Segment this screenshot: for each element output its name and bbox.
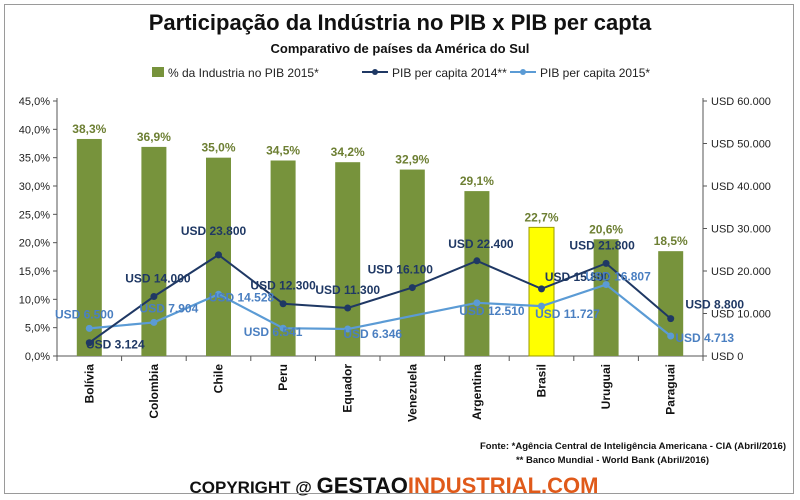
pib-2015-label: USD 6.541 bbox=[244, 325, 303, 339]
x-category-label: Equador bbox=[341, 364, 355, 413]
pib-2014-point bbox=[667, 315, 675, 323]
pib-2015-label: USD 11.727 bbox=[535, 307, 600, 321]
pib-2015-point bbox=[215, 290, 222, 298]
pib-2014-point bbox=[408, 284, 416, 292]
source-line-1: Fonte: *Agência Central de Inteligência … bbox=[480, 441, 786, 452]
bar-industry-label: 34,2% bbox=[331, 145, 365, 159]
pib-2014-point bbox=[279, 300, 287, 308]
y-right-tick-label: USD 10.000 bbox=[711, 309, 771, 321]
bar-industry-label: 34,5% bbox=[266, 144, 300, 158]
y-left-tick-label: 45,0% bbox=[19, 96, 50, 108]
chart-title: Participação da Indústria no PIB x PIB p… bbox=[149, 10, 652, 35]
copyright-brand-accent: INDUSTRIAL.COM bbox=[408, 473, 599, 498]
x-category-label: Argentina bbox=[470, 364, 484, 420]
y-left-tick-label: 0,0% bbox=[25, 351, 50, 363]
pib-2014-point bbox=[602, 259, 610, 267]
y-left-tick-label: 5,0% bbox=[25, 323, 50, 335]
pib-2014-point bbox=[538, 285, 545, 293]
y-left-tick-label: 20,0% bbox=[19, 238, 50, 250]
pib-2015-point bbox=[85, 324, 93, 332]
pib-2014-label: USD 16.100 bbox=[368, 263, 434, 277]
y-right-tick-label: USD 50.000 bbox=[711, 139, 771, 151]
pib-2015-point bbox=[344, 325, 352, 333]
bar-industry bbox=[76, 138, 102, 356]
pib-2015-point bbox=[538, 302, 545, 310]
pib-2015-label: USD 6.346 bbox=[343, 327, 402, 341]
pib-2015-label: USD 16.807 bbox=[585, 270, 651, 284]
pib-2014-label: USD 22.400 bbox=[448, 237, 514, 251]
y-right-tick-label: USD 30.000 bbox=[711, 224, 771, 236]
y-left-tick-label: 40,0% bbox=[19, 124, 50, 136]
y-left-tick-label: 25,0% bbox=[19, 209, 50, 221]
pib-2014-point bbox=[85, 339, 93, 347]
x-category-label: Paraguai bbox=[664, 364, 678, 415]
pib-2014-label: USD 12.300 bbox=[250, 279, 316, 293]
pib-2015-point bbox=[473, 299, 481, 307]
y-left-tick-label: 30,0% bbox=[19, 181, 50, 193]
pib-2015-point bbox=[667, 332, 675, 340]
bar-industry bbox=[593, 239, 619, 356]
bar-industry-label: 35,0% bbox=[201, 141, 235, 155]
pib-2014-point bbox=[150, 293, 158, 300]
copyright-brand-dark: GESTAO bbox=[317, 473, 408, 498]
copyright-prefix: COPYRIGHT @ bbox=[189, 478, 316, 497]
y-right-tick-label: USD 60.000 bbox=[711, 96, 771, 108]
bar-industry-label: 36,9% bbox=[137, 130, 171, 144]
pib-2014-point bbox=[473, 257, 481, 265]
pib-2014-point bbox=[215, 251, 222, 259]
pib-2014-point bbox=[344, 304, 352, 312]
x-category-label: Bolívia bbox=[82, 364, 96, 404]
legend-label-industry: % da Industria no PIB 2015* bbox=[168, 66, 319, 80]
legend-marker-pib-2015 bbox=[520, 69, 526, 75]
pib-2014-label: USD 23.800 bbox=[181, 224, 247, 238]
source-line-2: ** Banco Mundial - World Bank (Abril/201… bbox=[516, 455, 709, 466]
copyright-banner: COPYRIGHT @ GESTAOINDUSTRIAL.COM bbox=[189, 473, 598, 498]
x-category-label: Uruguai bbox=[599, 364, 613, 409]
y-right-tick-label: USD 0 bbox=[711, 351, 743, 363]
y-right-tick-label: USD 20.000 bbox=[711, 266, 771, 278]
pib-2014-label: USD 14.000 bbox=[125, 272, 191, 286]
chart-subtitle: Comparativo de países da América do Sul bbox=[271, 41, 530, 56]
x-category-label: Peru bbox=[276, 364, 290, 391]
pib-2015-point bbox=[279, 324, 287, 332]
y-left-tick-label: 15,0% bbox=[19, 266, 50, 278]
legend-label-pib-2014: PIB per capita 2014** bbox=[392, 66, 507, 80]
pib-2014-label: USD 3.124 bbox=[86, 338, 145, 352]
pib-2014-label: USD 15.800 bbox=[545, 270, 611, 284]
pib-2015-label: USD 14.528 bbox=[209, 290, 275, 304]
legend: % da Industria no PIB 2015* PIB per capi… bbox=[152, 66, 650, 80]
pib-2015-label: USD 7.904 bbox=[140, 301, 199, 315]
plot-area: 0,0% 5,0% 10,0% 15,0% 20,0% 25,0% 30,0% 35,0% 40… bbox=[19, 96, 771, 422]
x-category-label: Brasil bbox=[535, 364, 549, 397]
bar-industry-label: 22,7% bbox=[524, 210, 558, 224]
pib-2014-label: USD 8.800 bbox=[685, 298, 744, 312]
bar-industry-label: 38,3% bbox=[72, 122, 106, 136]
pib-2015-label: USD 6.500 bbox=[55, 307, 114, 321]
bar-industry-label: 18,5% bbox=[654, 234, 688, 248]
pib-2015-label: USD 4.713 bbox=[675, 331, 734, 345]
pib-2015-point bbox=[150, 318, 158, 326]
pib-2014-line bbox=[88, 253, 672, 344]
x-category-label: Venezuela bbox=[405, 364, 419, 422]
x-category-label: Colombia bbox=[147, 364, 161, 419]
bar-industry bbox=[464, 191, 490, 356]
bar-industry bbox=[335, 162, 361, 356]
y-right-tick-label: USD 40.000 bbox=[711, 181, 771, 193]
y-left-tick-label: 10,0% bbox=[19, 294, 50, 306]
legend-swatch-industry bbox=[152, 67, 164, 77]
pib-2015-label: USD 12.510 bbox=[459, 304, 525, 318]
bar-industry bbox=[399, 169, 425, 356]
legend-label-pib-2015: PIB per capita 2015* bbox=[540, 66, 650, 80]
bar-industry-label: 32,9% bbox=[395, 153, 429, 167]
pib-2014-label: USD 21.800 bbox=[569, 238, 635, 252]
y-left-tick-label: 35,0% bbox=[19, 153, 50, 165]
bar-industry-label: 20,6% bbox=[589, 222, 623, 236]
x-category-label: Chile bbox=[212, 364, 226, 394]
pib-2014-label: USD 11.300 bbox=[315, 283, 380, 297]
legend-marker-pib-2014 bbox=[372, 69, 378, 75]
bar-industry-label: 29,1% bbox=[460, 174, 494, 188]
pib-2015-point bbox=[602, 281, 610, 289]
